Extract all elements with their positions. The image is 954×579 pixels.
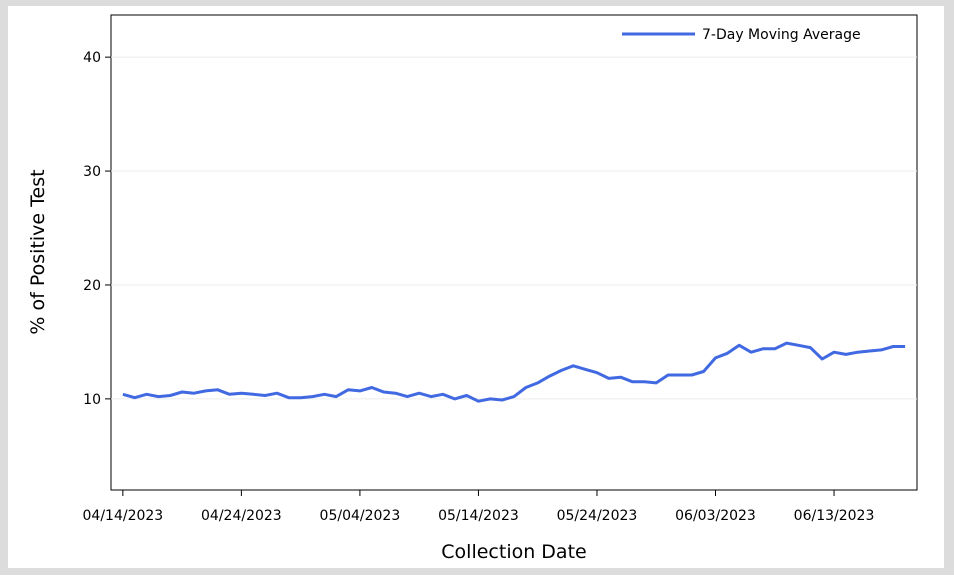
- y-axis-label: % of Positive Test: [27, 169, 49, 334]
- x-axis-label: Collection Date: [441, 541, 586, 563]
- x-tick-label: 04/14/2023: [83, 508, 164, 524]
- y-tick-label: 40: [83, 50, 101, 66]
- x-tick-label: 05/14/2023: [438, 508, 519, 524]
- x-tick-label: 05/04/2023: [320, 508, 401, 524]
- y-tick-label: 20: [83, 278, 101, 294]
- x-tick-label: 05/24/2023: [557, 508, 638, 524]
- legend-label: 7-Day Moving Average: [702, 27, 861, 43]
- data-line: [122, 341, 906, 403]
- x-tick-label: 06/13/2023: [794, 508, 875, 524]
- x-tick-label: 06/03/2023: [675, 508, 756, 524]
- plot-area: [110, 14, 918, 491]
- y-tick-label: 30: [83, 164, 101, 180]
- x-tick-label: 04/24/2023: [201, 508, 282, 524]
- y-tick-label: 10: [83, 392, 101, 408]
